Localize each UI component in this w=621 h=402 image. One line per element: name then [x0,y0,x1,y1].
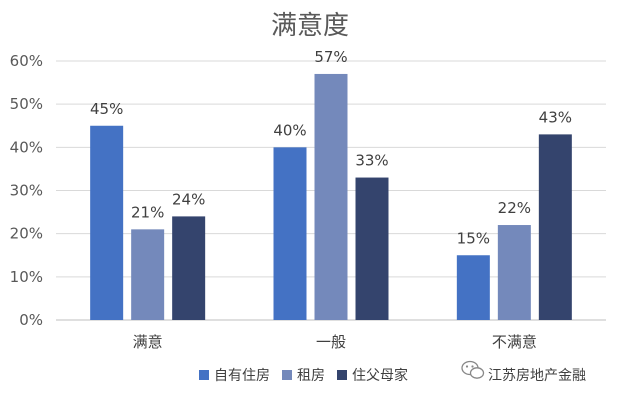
y-tick-label: 30% [10,182,43,200]
category-label: 满意 [133,333,163,351]
watermark-text: 江苏房地产金融 [488,368,586,384]
watermark: 江苏房地产金融 [461,360,586,384]
bar-1-2 [131,229,165,320]
bar-1-3 [172,216,206,320]
y-tick-label: 40% [10,138,43,156]
legend-swatch [199,370,209,380]
bars [90,73,572,320]
bar-3-1 [456,255,490,320]
bar-3-2 [497,225,531,320]
data-label: 43% [539,108,572,126]
y-tick-label: 60% [10,52,43,70]
data-label: 45% [90,100,123,118]
bar-2-3 [355,177,389,320]
data-label: 33% [355,152,388,170]
data-labels: 45% 21% 24% 40% 57% 33% 15% 22% 43% [90,48,572,247]
category-label: 一般 [316,333,346,351]
legend-item-3: 住父母家 [337,367,408,384]
legend-label: 住父母家 [352,367,408,384]
bar-2-2 [314,73,348,320]
legend-item-1: 自有住房 [199,368,270,384]
y-axis-ticks: 0% 10% 20% 30% 40% 50% 60% [10,52,43,329]
legend-swatch [282,370,292,380]
y-tick-label: 50% [10,95,43,113]
data-label: 22% [498,199,531,217]
y-tick-label: 20% [10,225,43,243]
bar-2-1 [273,147,307,320]
data-label: 21% [131,203,164,221]
legend: 自有住房 租房 住父母家 [199,367,408,384]
data-label: 40% [273,121,306,139]
legend-label: 租房 [297,368,325,384]
chart-title: 满意度 [271,11,349,41]
x-axis-categories: 满意 一般 不满意 [133,333,537,351]
bar-3-3 [538,134,572,320]
legend-label: 自有住房 [214,368,270,384]
y-tick-label: 0% [19,311,43,329]
data-label: 15% [457,229,490,247]
data-label: 57% [314,48,347,66]
bar-1-1 [90,125,124,320]
y-tick-label: 10% [10,268,43,286]
wechat-icon [461,360,485,379]
data-label: 24% [172,190,205,208]
legend-swatch [337,370,347,380]
legend-item-2: 租房 [282,368,325,384]
category-label: 不满意 [492,333,537,351]
